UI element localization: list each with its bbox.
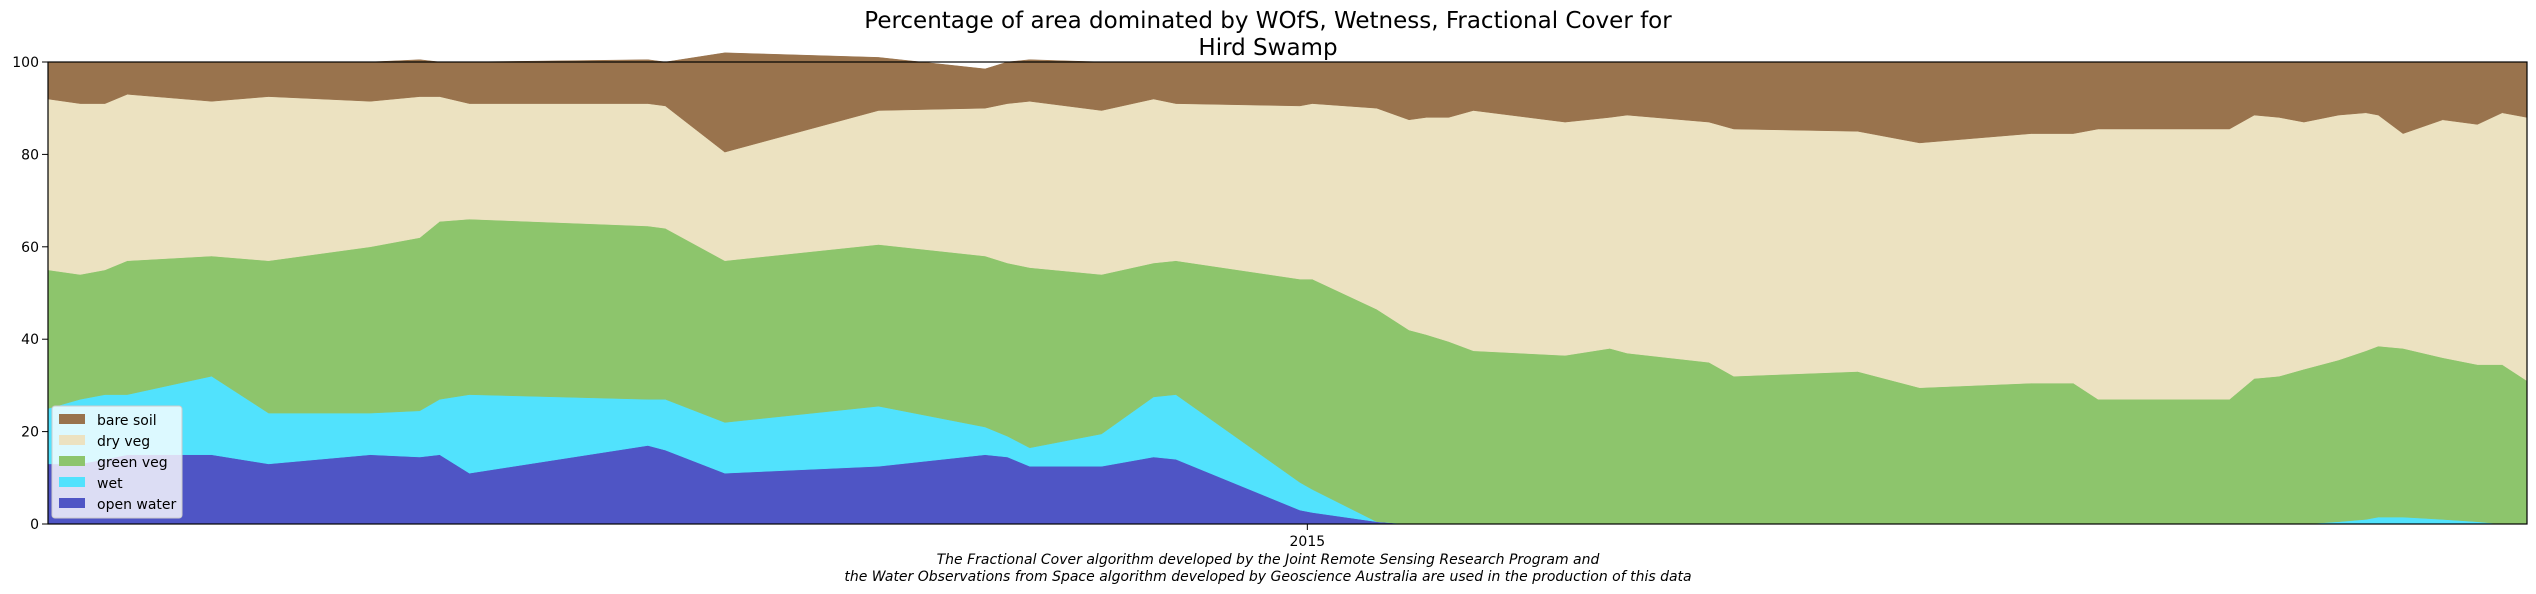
legend-label-green-veg: green veg [97, 455, 168, 471]
area-layers [47, 52, 2528, 525]
chart-title-line-2: Hird Swamp [1198, 35, 1337, 61]
y-tick-label: 60 [21, 240, 39, 256]
legend-swatch-dry-veg [59, 435, 85, 445]
y-tick-label: 80 [21, 147, 39, 163]
legend-swatch-open-water [59, 498, 85, 508]
legend-swatch-green-veg [59, 456, 85, 466]
legend-box [51, 405, 183, 519]
legend: bare soil dry veg green veg wet open wat… [51, 405, 183, 519]
legend-label-dry-veg: dry veg [97, 434, 150, 450]
chart-title-line-1: Percentage of area dominated by WOfS, We… [864, 8, 1672, 34]
legend-swatch-bare-soil [59, 414, 85, 424]
legend-swatch-wet [59, 477, 85, 487]
y-tick-label: 100 [12, 55, 39, 71]
legend-label-bare-soil: bare soil [97, 413, 157, 429]
y-tick-label: 0 [30, 517, 39, 533]
y-tick-label: 40 [21, 332, 39, 348]
legend-label-wet: wet [97, 476, 123, 492]
x-tick-label: 2015 [1290, 534, 1326, 550]
caption-line-2: the Water Observations from Space algori… [844, 569, 1691, 585]
plot-frame [47, 61, 2528, 525]
legend-label-open-water: open water [97, 497, 177, 513]
caption-line-1: The Fractional Cover algorithm developed… [937, 552, 1600, 568]
x-axis: 2015 [1290, 524, 1326, 550]
y-axis: 0 20 40 60 80 100 [12, 55, 48, 533]
y-tick-label: 20 [21, 425, 39, 441]
